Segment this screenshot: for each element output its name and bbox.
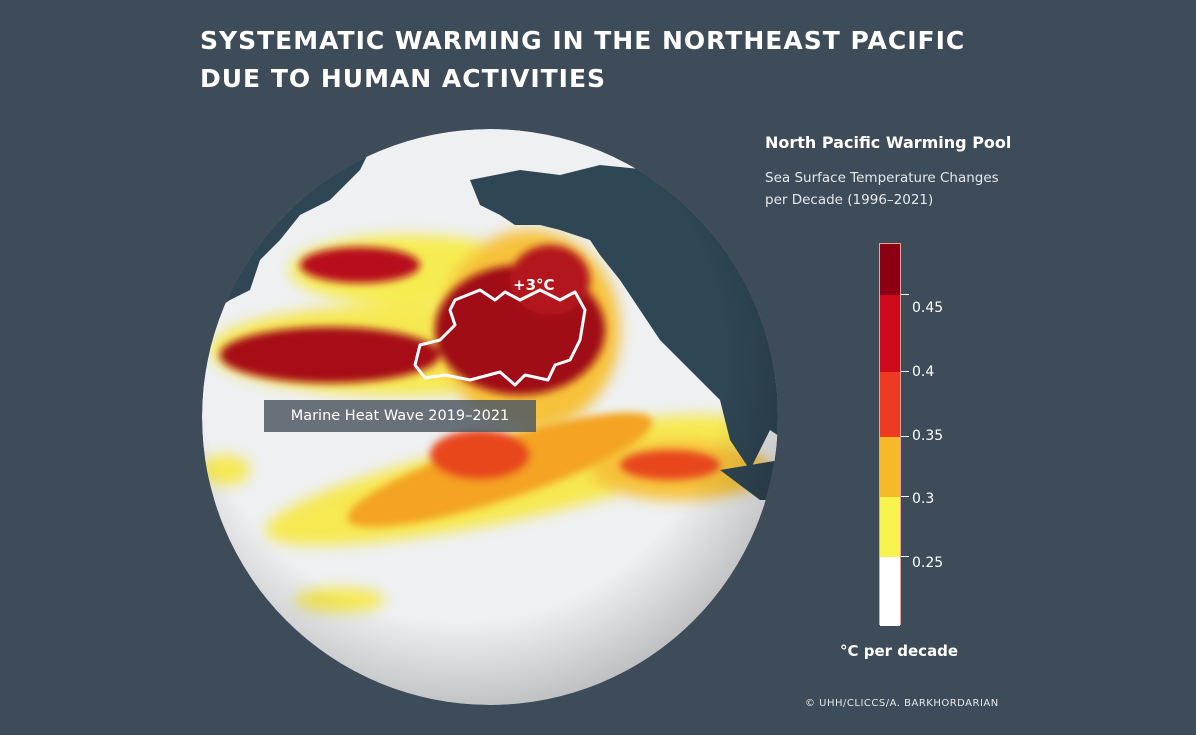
scale-segment-040-045: [880, 295, 900, 372]
marine-heat-wave-label: Marine Heat Wave 2019–2021: [264, 400, 536, 432]
scale-tick: [901, 436, 909, 437]
scale-segment-below-025: [880, 557, 900, 626]
heat-wave-outline: [413, 288, 587, 387]
scale-label-035: 0.35: [912, 428, 944, 444]
title-line-2: DUE TO HUMAN ACTIVITIES: [200, 64, 607, 93]
color-scale-bar: [879, 243, 901, 626]
scale-tick: [901, 371, 909, 372]
anomaly-label: +3°C: [513, 276, 555, 294]
scale-tick: [901, 496, 909, 497]
scale-unit-label: °C per decade: [840, 642, 959, 660]
legend-subtitle: Sea Surface Temperature Changes per Deca…: [765, 167, 1065, 211]
legend-subtitle-line-1: Sea Surface Temperature Changes: [765, 170, 999, 186]
legend-subtitle-line-2: per Decade (1996–2021): [765, 192, 934, 208]
scale-label-025: 0.25: [912, 555, 944, 571]
scale-label-040: 0.4: [912, 364, 935, 380]
page-title: SYSTEMATIC WARMING IN THE NORTHEAST PACI…: [200, 22, 965, 98]
legend-title: North Pacific Warming Pool: [765, 133, 1012, 152]
scale-segment-025-030: [880, 497, 900, 557]
title-line-1: SYSTEMATIC WARMING IN THE NORTHEAST PACI…: [200, 26, 966, 55]
scale-segment-035-040: [880, 372, 900, 437]
scale-label-045: 0.45: [912, 300, 944, 316]
scale-tick: [901, 556, 909, 557]
scale-segment-above-045: [880, 244, 900, 295]
scale-segment-030-035: [880, 437, 900, 497]
scale-tick: [901, 294, 909, 295]
scale-label-030: 0.3: [912, 491, 935, 507]
image-credit: © UHH/CLICCS/A. BARKHORDARIAN: [805, 698, 999, 709]
